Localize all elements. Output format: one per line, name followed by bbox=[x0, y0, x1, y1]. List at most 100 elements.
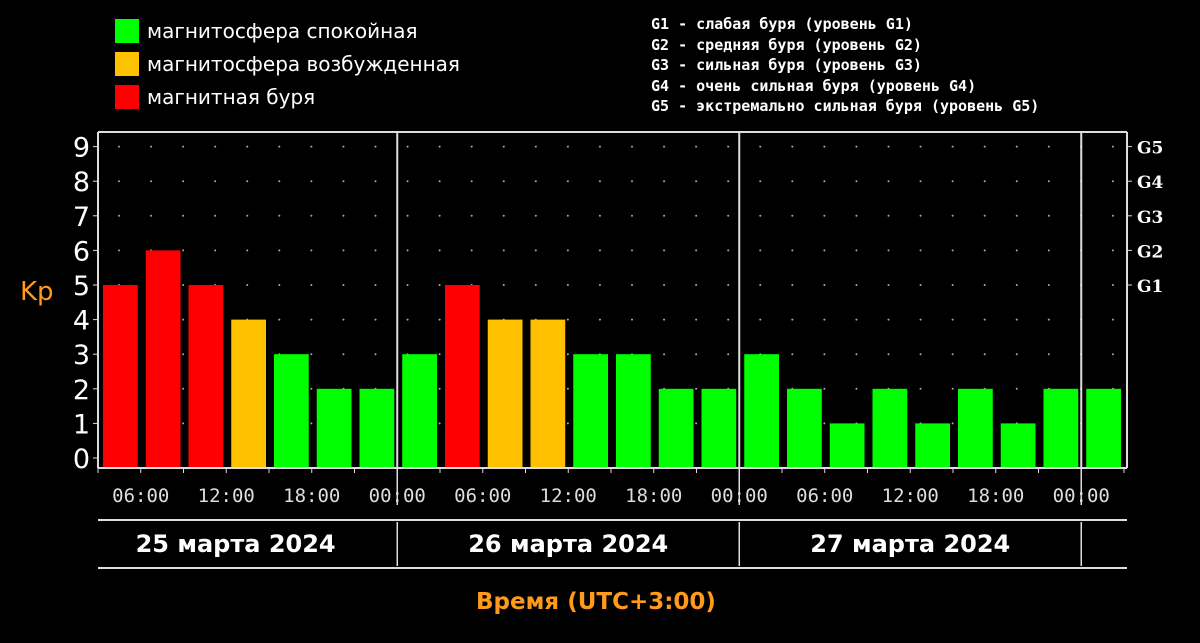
y-tick-label: 4 bbox=[73, 306, 90, 337]
g-legend: G1 - слабая буря (уровень G1) G2 - средня… bbox=[651, 14, 1039, 117]
grid-dot bbox=[855, 387, 858, 390]
kp-bar bbox=[231, 319, 266, 468]
grid-dot bbox=[663, 180, 666, 183]
grid-dot bbox=[182, 318, 185, 321]
grid-dot bbox=[598, 145, 601, 148]
kp-bar bbox=[1086, 388, 1121, 468]
legend-label: магнитосфера спокойная bbox=[147, 18, 418, 43]
grid-dot bbox=[1015, 145, 1018, 148]
grid-dot bbox=[887, 145, 890, 148]
grid-dot bbox=[1047, 214, 1050, 217]
x-tick-label: 12:00 bbox=[198, 485, 255, 507]
grid-dot bbox=[695, 318, 698, 321]
legend-item: магнитосфера спокойная bbox=[115, 14, 460, 47]
grid-dot bbox=[278, 249, 281, 252]
grid-dot bbox=[342, 284, 345, 286]
grid-dot bbox=[695, 180, 698, 183]
legend-label: магнитная буря bbox=[147, 84, 316, 109]
kp-bar bbox=[359, 388, 395, 468]
grid-dot bbox=[438, 422, 441, 425]
grid-dot bbox=[566, 422, 569, 425]
grid-dot bbox=[182, 284, 185, 286]
grid-dot bbox=[342, 249, 345, 252]
grid-dot bbox=[118, 249, 120, 252]
legend-label: магнитосфера возбужденная bbox=[147, 51, 460, 76]
grid-dot bbox=[470, 249, 473, 252]
grid-dot bbox=[759, 284, 762, 286]
date-label: 26 марта 2024 bbox=[468, 530, 668, 558]
grid-dot bbox=[502, 249, 505, 252]
grid-dot bbox=[759, 145, 762, 148]
grid-dot bbox=[1111, 284, 1114, 286]
kp-bar bbox=[1043, 388, 1079, 468]
kp-bar bbox=[787, 388, 822, 468]
grid-dot bbox=[566, 318, 569, 321]
kp-bar bbox=[274, 354, 309, 468]
x-tick-label: 18:00 bbox=[625, 485, 682, 507]
kp-bar bbox=[744, 354, 779, 468]
grid-dot bbox=[1111, 214, 1114, 217]
y-axis-label: Kp bbox=[20, 277, 54, 307]
grid-dot bbox=[438, 353, 441, 356]
grid-dot bbox=[598, 214, 601, 217]
grid-dot bbox=[823, 318, 826, 321]
x-tick-label: 12:00 bbox=[540, 485, 597, 507]
grid-dot bbox=[502, 214, 505, 217]
grid-dot bbox=[182, 387, 185, 390]
grid-dot bbox=[919, 249, 922, 252]
grid-dot bbox=[951, 214, 954, 217]
grid-dot bbox=[663, 284, 666, 286]
y-tick-label: 2 bbox=[73, 375, 90, 406]
grid-dot bbox=[855, 353, 858, 356]
grid-dot bbox=[246, 145, 249, 148]
grid-dot bbox=[534, 180, 537, 183]
grid-dot bbox=[310, 353, 313, 356]
grid-dot bbox=[695, 145, 698, 148]
grid-dot bbox=[374, 353, 377, 356]
grid-dot bbox=[438, 284, 441, 286]
grid-dot bbox=[631, 145, 633, 148]
grid-dot bbox=[631, 318, 633, 321]
grid-dot bbox=[1015, 249, 1018, 252]
grid-dot bbox=[182, 353, 185, 356]
kp-bar bbox=[658, 388, 694, 468]
grid-dot bbox=[695, 249, 698, 252]
grid-dot bbox=[855, 318, 858, 321]
g-level-label: G1 bbox=[1137, 277, 1163, 297]
grid-dot bbox=[791, 353, 794, 356]
grid-dot bbox=[1111, 353, 1114, 356]
g-legend-item: G3 - сильная буря (уровень G3) bbox=[651, 56, 922, 74]
legend-swatch bbox=[115, 84, 139, 109]
legend-item: магнитная буря bbox=[115, 80, 460, 113]
grid-dot bbox=[727, 353, 730, 356]
grid-dot bbox=[310, 284, 313, 286]
x-tick-label: 12:00 bbox=[882, 485, 939, 507]
grid-dot bbox=[438, 249, 441, 252]
grid-dot bbox=[727, 284, 730, 286]
grid-dot bbox=[278, 284, 281, 286]
grid-dot bbox=[727, 145, 730, 148]
kp-bar bbox=[445, 285, 480, 468]
grid-dot bbox=[1111, 180, 1114, 183]
grid-dot bbox=[631, 180, 633, 183]
grid-dot bbox=[310, 145, 313, 148]
grid-dot bbox=[438, 387, 441, 390]
grid-dot bbox=[759, 180, 762, 183]
grid-dot bbox=[246, 214, 249, 217]
grid-dot bbox=[374, 284, 377, 286]
x-tick-label: 06:00 bbox=[796, 485, 853, 507]
grid-dot bbox=[823, 180, 826, 183]
grid-dot bbox=[310, 249, 313, 252]
kp-bar bbox=[573, 354, 608, 468]
grid-dot bbox=[438, 214, 441, 217]
kp-bar bbox=[487, 319, 523, 468]
x-tick-label: 06:00 bbox=[112, 485, 169, 507]
grid-dot bbox=[598, 318, 601, 321]
legend-swatch bbox=[115, 51, 139, 76]
grid-dot bbox=[566, 145, 569, 148]
grid-dot bbox=[695, 284, 698, 286]
grid-dot bbox=[246, 284, 249, 286]
grid-dot bbox=[759, 249, 762, 252]
grid-dot bbox=[310, 387, 313, 390]
grid-dot bbox=[406, 284, 409, 286]
